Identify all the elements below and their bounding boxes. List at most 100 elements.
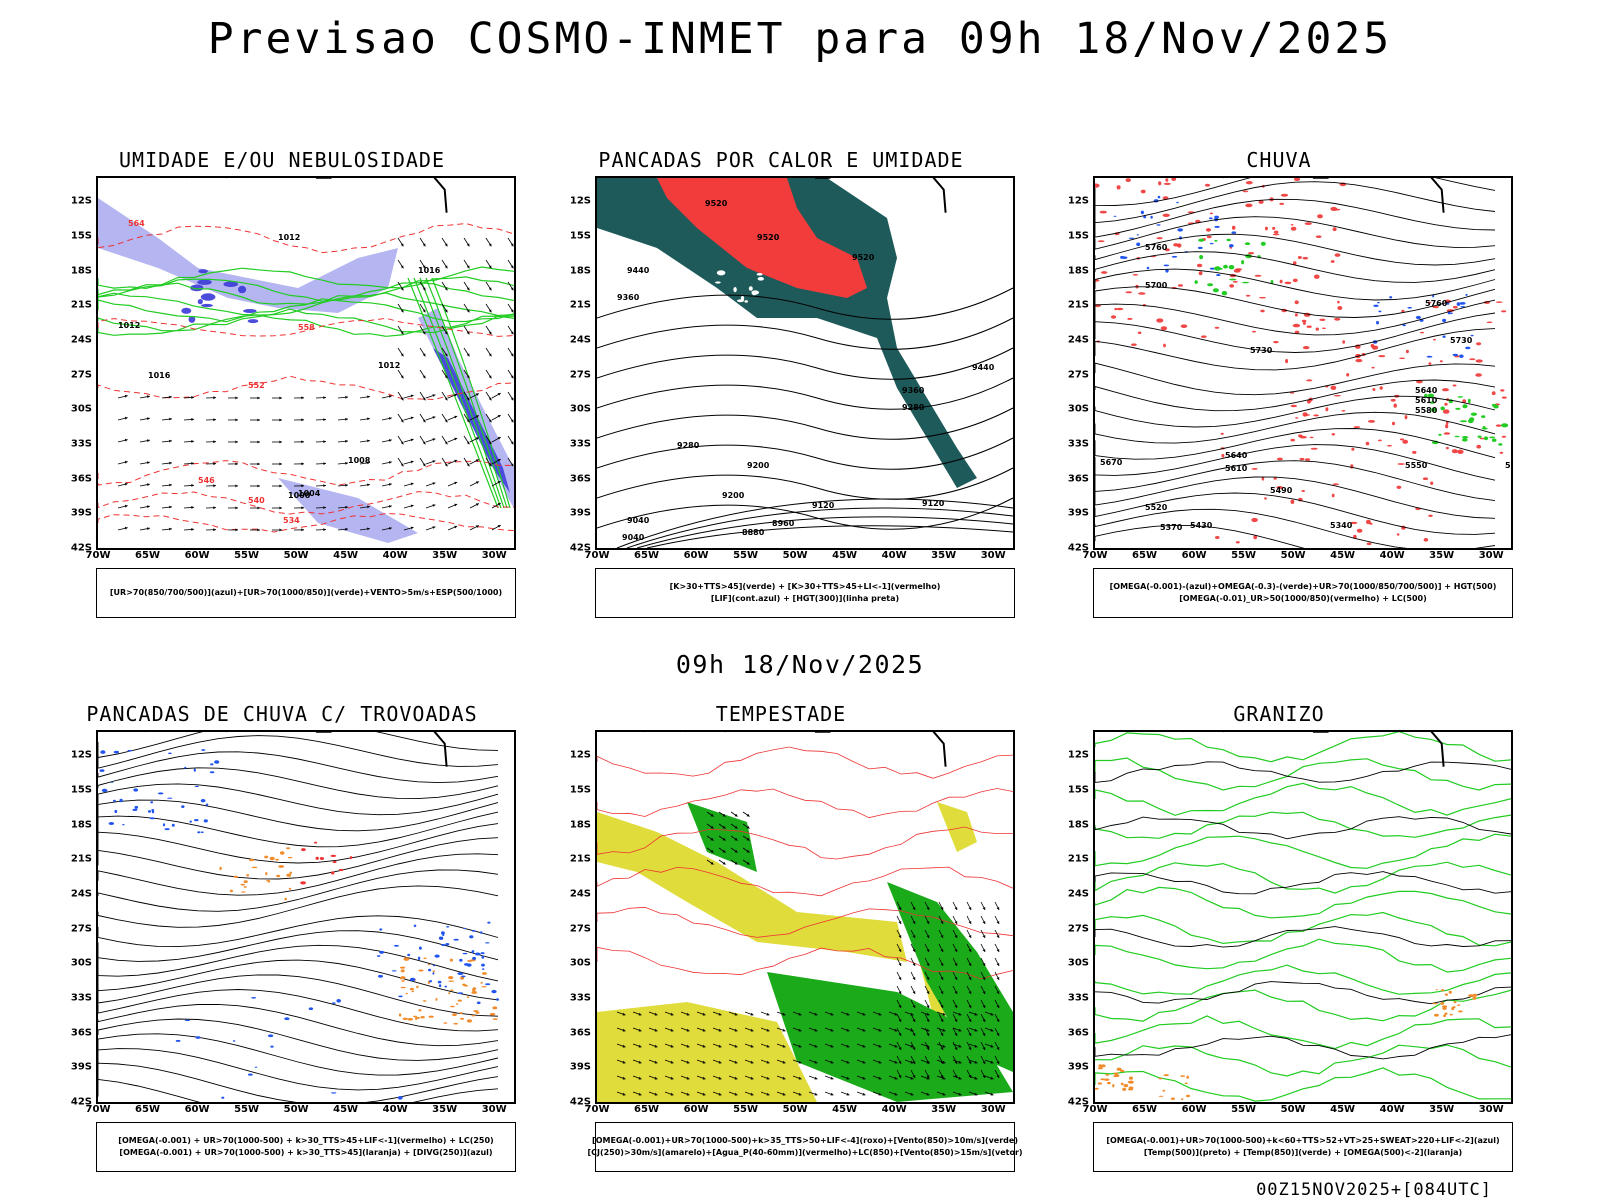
longitude-tick-label: 60W [185,550,210,561]
longitude-tick-label: 40W [1380,550,1405,561]
contour-value-label: 1008 [348,456,371,465]
latitude-tick-label: 18S [1068,819,1089,830]
latitude-tick-label: 18S [570,265,591,276]
latitude-tick-label: 27S [570,923,591,934]
contour-value-label: 5640 [1225,451,1248,460]
latitude-tick-label: 33S [1068,992,1089,1003]
longitude-tick-label: 35W [432,550,457,561]
panel-title: PANCADAS DE CHUVA C/ TROVOADAS [52,702,512,726]
latitude-tick-label: 15S [71,230,92,241]
longitude-tick-label: 70W [1083,550,1108,561]
latitude-tick-label: 30S [71,404,92,415]
latitude-tick-label: 27S [71,369,92,380]
latitude-tick-label: 21S [570,300,591,311]
contour-value-label: 5730 [1250,346,1273,355]
contour-value-label: 5550 [1405,461,1428,470]
contour-value-label: 1016 [418,266,441,275]
longitude-tick-label: 35W [931,1104,956,1115]
legend-text: [OMEGA(-0.001) + UR>70(1000-500) + k>30_… [119,1147,492,1159]
longitude-tick-label: 55W [234,1104,259,1115]
longitude-tick-label: 45W [832,1104,857,1115]
map-graphic [1095,732,1511,1102]
contour-value-label: 9200 [747,461,770,470]
longitude-tick-label: 70W [585,550,610,561]
height-contours [597,288,1013,548]
contour-value-label: 5580 [1505,461,1511,470]
contour-value-label: 534 [283,516,300,525]
contour-value-label: 5580 [1415,406,1438,415]
contour-value-label: 5430 [1190,521,1213,530]
latitude-tick-label: 21S [1068,300,1089,311]
latitude-tick-label: 30S [71,958,92,969]
map-graphic: 5760576057305700573056705640561055805550… [1095,178,1511,548]
contour-value-label: 9520 [705,199,728,208]
legend-text: [OMEGA(-0.001)+UR>70(1000-500)+k>35_TTS>… [592,1135,1018,1147]
longitude-tick-label: 45W [333,1104,358,1115]
latitude-tick-label: 15S [71,784,92,795]
latitude-tick-label: 27S [1068,369,1089,380]
latitude-tick-label: 12S [1068,196,1089,207]
contour-value-label: 9040 [627,516,650,525]
longitude-tick-label: 65W [1132,1104,1157,1115]
panel-legend: [UR>70(850/700/500)](azul)+[UR>70(1000/8… [96,568,516,618]
longitude-tick-label: 70W [585,1104,610,1115]
latitude-tick-label: 24S [1068,888,1089,899]
longitude-tick-label: 45W [1330,1104,1355,1115]
map-graphic: 9520952095209440944093609360928092809200… [597,178,1013,548]
contour-value-label: 9120 [812,501,835,510]
longitude-tick-label: 65W [135,1104,160,1115]
latitude-tick-label: 27S [570,369,591,380]
panel-title: GRANIZO [1049,702,1509,726]
latitude-tick-label: 15S [570,230,591,241]
panel-title: UMIDADE E/OU NEBULOSIDADE [52,148,512,172]
longitude-tick-label: 50W [783,1104,808,1115]
map-area [595,730,1015,1104]
contour-value-label: 1012 [378,361,400,370]
latitude-tick-label: 12S [1068,750,1089,761]
contour-value-label: 9520 [757,233,780,242]
longitude-tick-label: 60W [185,1104,210,1115]
panel-legend: [K>30+TTS>45](verde) + [K>30+TTS>45+LI<-… [595,568,1015,618]
contour-value-label: 5640 [1415,386,1438,395]
longitude-tick-label: 40W [1380,1104,1405,1115]
latitude-tick-label: 36S [570,473,591,484]
contour-value-label: 558 [298,323,315,332]
longitude-tick-label: 30W [482,550,507,561]
contour-value-label: 8880 [742,528,765,537]
longitude-tick-label: 35W [1429,550,1454,561]
latitude-tick-label: 27S [71,923,92,934]
latitude-tick-label: 36S [71,473,92,484]
contour-value-label: 5670 [1100,458,1123,467]
contour-value-label: 546 [198,476,215,485]
contour-value-label: 9360 [902,386,925,395]
contour-value-label: 9280 [677,441,700,450]
longitude-tick-label: 55W [1231,1104,1256,1115]
longitude-tick-label: 65W [1132,550,1157,561]
latitude-tick-label: 24S [570,334,591,345]
longitude-tick-label: 30W [1479,550,1504,561]
latitude-tick-label: 33S [570,992,591,1003]
latitude-tick-label: 36S [71,1027,92,1038]
main-title: Previsao COSMO-INMET para 09h 18/Nov/202… [0,14,1600,64]
longitude-tick-label: 45W [1330,550,1355,561]
contour-value-label: 5700 [1145,281,1168,290]
contour-value-label: 1012 [278,233,300,242]
latitude-tick-label: 39S [570,1062,591,1073]
contour-value-label: 5340 [1330,521,1353,530]
longitude-tick-label: 45W [333,550,358,561]
longitude-tick-label: 55W [733,550,758,561]
map-graphic [597,732,1013,1102]
legend-text: [K>30+TTS>45](verde) + [K>30+TTS>45+LI<-… [670,581,941,593]
contour-value-label: 9360 [617,293,640,302]
latitude-tick-label: 21S [570,854,591,865]
longitude-tick-label: 50W [284,1104,309,1115]
